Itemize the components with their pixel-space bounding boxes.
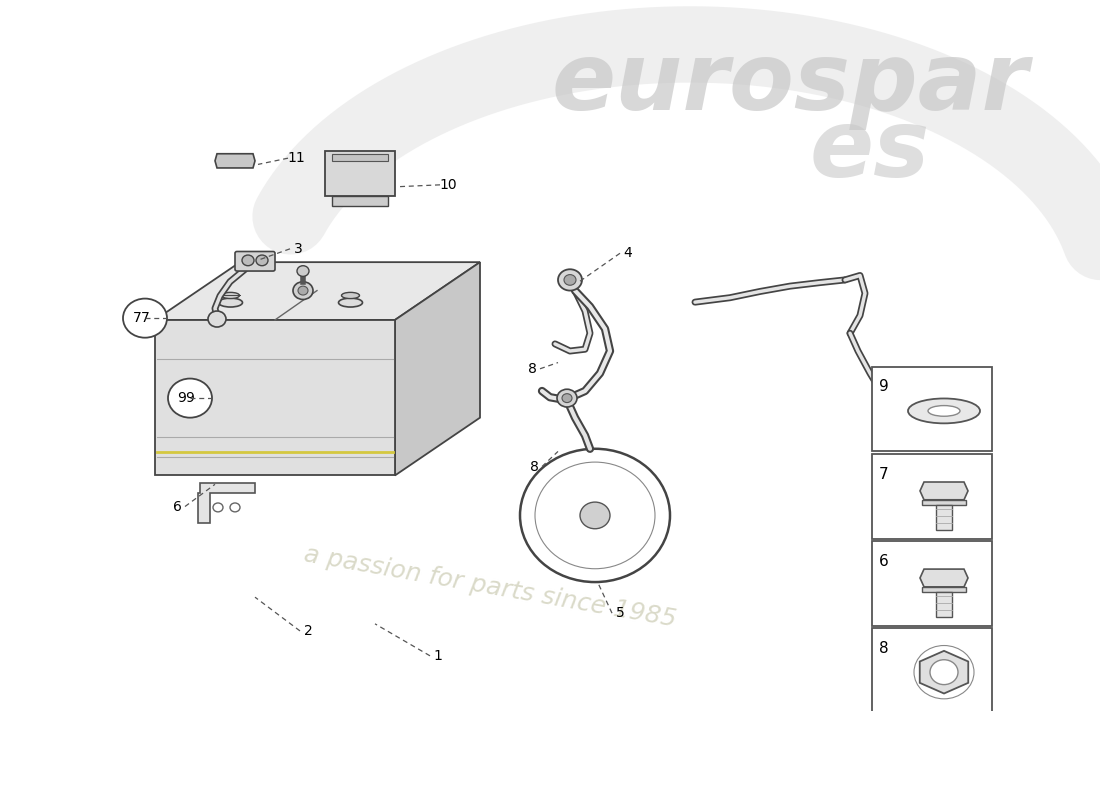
FancyBboxPatch shape (235, 251, 275, 271)
Polygon shape (155, 262, 480, 320)
Ellipse shape (221, 292, 240, 298)
Ellipse shape (908, 398, 980, 423)
Text: 2: 2 (304, 624, 312, 638)
Circle shape (123, 298, 167, 338)
Circle shape (564, 274, 576, 286)
Text: 10: 10 (439, 178, 456, 192)
Circle shape (535, 462, 654, 569)
FancyBboxPatch shape (872, 454, 992, 538)
Circle shape (520, 449, 670, 582)
Ellipse shape (339, 298, 363, 307)
Text: 8: 8 (879, 641, 889, 656)
Text: 7: 7 (879, 466, 889, 482)
Polygon shape (214, 154, 255, 168)
FancyBboxPatch shape (922, 500, 966, 505)
Text: eurospar: eurospar (551, 38, 1028, 130)
Text: 9: 9 (186, 391, 195, 405)
Polygon shape (894, 724, 908, 737)
Text: 3: 3 (294, 242, 302, 256)
Ellipse shape (928, 406, 960, 416)
Circle shape (298, 286, 308, 295)
Text: 4: 4 (624, 246, 632, 260)
Text: 9: 9 (879, 379, 889, 394)
Polygon shape (395, 262, 480, 475)
Text: 6: 6 (879, 554, 889, 569)
Polygon shape (155, 320, 395, 475)
Circle shape (208, 311, 226, 327)
Polygon shape (198, 482, 255, 522)
Polygon shape (920, 651, 968, 694)
Circle shape (297, 266, 309, 276)
Circle shape (213, 503, 223, 512)
FancyBboxPatch shape (872, 541, 992, 626)
Circle shape (557, 390, 578, 407)
Text: 915 01: 915 01 (898, 794, 967, 800)
FancyBboxPatch shape (332, 195, 388, 206)
Text: 5: 5 (616, 606, 625, 620)
Ellipse shape (219, 298, 242, 307)
FancyBboxPatch shape (890, 370, 912, 387)
FancyBboxPatch shape (869, 713, 996, 800)
Circle shape (930, 660, 958, 685)
Circle shape (242, 255, 254, 266)
Text: a passion for parts since 1985: a passion for parts since 1985 (301, 542, 678, 631)
Circle shape (230, 503, 240, 512)
Circle shape (562, 394, 572, 402)
FancyBboxPatch shape (922, 587, 966, 592)
Polygon shape (920, 569, 968, 587)
Text: 11: 11 (287, 151, 305, 165)
Text: 7: 7 (133, 311, 142, 325)
Text: 8: 8 (528, 362, 537, 376)
FancyBboxPatch shape (332, 154, 388, 161)
FancyBboxPatch shape (936, 592, 952, 617)
Text: 9: 9 (177, 391, 186, 405)
Text: 1: 1 (433, 649, 442, 663)
Circle shape (580, 502, 611, 529)
Polygon shape (920, 482, 968, 500)
FancyBboxPatch shape (872, 789, 992, 800)
FancyBboxPatch shape (894, 724, 956, 770)
FancyBboxPatch shape (882, 731, 944, 769)
Circle shape (256, 255, 268, 266)
Circle shape (293, 282, 314, 299)
Text: es: es (810, 105, 931, 197)
Text: 6: 6 (173, 499, 182, 514)
Polygon shape (882, 731, 894, 742)
Ellipse shape (341, 292, 360, 298)
Circle shape (168, 378, 212, 418)
FancyBboxPatch shape (872, 367, 992, 451)
Circle shape (558, 270, 582, 290)
FancyBboxPatch shape (324, 151, 395, 195)
Text: 8: 8 (529, 459, 538, 474)
Text: 7: 7 (141, 311, 150, 325)
FancyBboxPatch shape (872, 628, 992, 713)
FancyBboxPatch shape (936, 505, 952, 530)
